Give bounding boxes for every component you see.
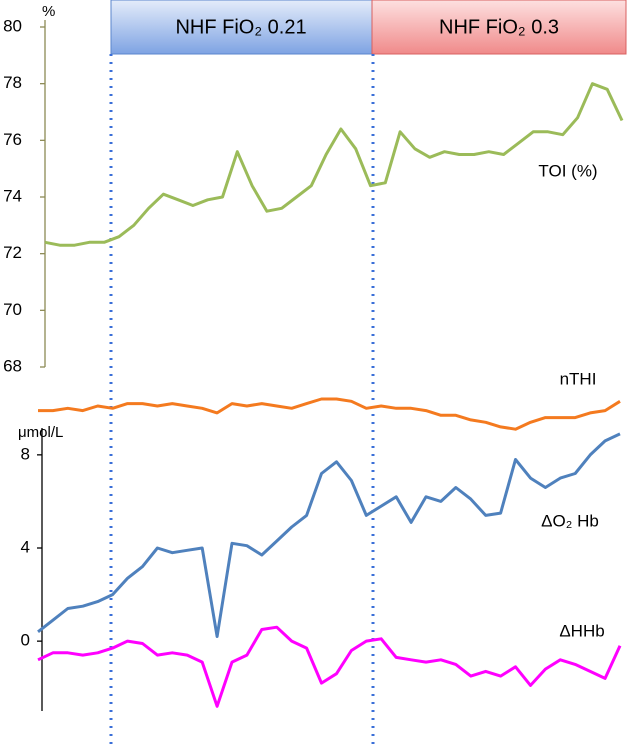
y-tick-label: 80 (3, 16, 22, 35)
phase-box (110, 0, 373, 55)
series-line (44, 82, 624, 247)
phase-label: NHF FiO₂ 0.21 (175, 16, 306, 38)
series-label: TOI (%) (538, 161, 597, 180)
y-tick-label: 0 (21, 631, 30, 650)
series-label: nTHI (560, 369, 597, 388)
y-tick-label: 68 (3, 356, 22, 375)
series-line (37, 432, 621, 638)
y-axis-unit: % (42, 3, 55, 20)
phase-label: NHF FiO₂ 0.3 (439, 16, 559, 38)
series-line (38, 397, 621, 431)
y-tick-label: 74 (3, 186, 22, 205)
y-tick-label: 72 (3, 243, 22, 262)
series-label: ΔHHb (559, 621, 604, 640)
y-tick-label: 76 (3, 130, 22, 149)
y-tick-label: 70 (3, 300, 22, 319)
phase-box (371, 0, 627, 55)
y-axis-unit: μmol/L (18, 424, 63, 441)
y-tick-label: 8 (21, 444, 30, 463)
series-label: ΔO₂ Hb (541, 511, 599, 530)
y-tick-label: 78 (3, 73, 22, 92)
series-line (37, 625, 622, 708)
y-tick-label: 4 (21, 537, 30, 556)
